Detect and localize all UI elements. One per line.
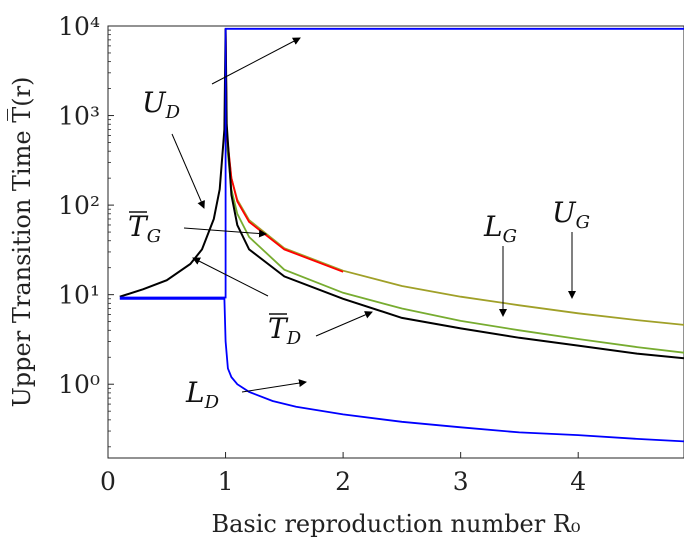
series-line-u-d <box>119 27 684 299</box>
y-axis-label: Upper Transition Time T̅(r) <box>8 77 36 408</box>
annotation-arrow <box>171 133 205 209</box>
annotation-arrow <box>183 227 267 238</box>
annotation-arrow <box>241 379 307 393</box>
annotation-u-g: UG <box>552 196 590 233</box>
annotation-l-d: LD <box>185 376 220 413</box>
annotation-u-d: UD <box>142 86 181 123</box>
y-tick-label: 10⁰ <box>58 370 100 399</box>
annotation-arrow <box>315 311 373 337</box>
x-tick-label: 0 <box>100 467 116 496</box>
x-tick-label: 2 <box>335 467 351 496</box>
annotation-l-g: LG <box>483 210 517 247</box>
y-tick-label: 10⁴ <box>58 12 100 41</box>
annotation-t-g: TG <box>128 210 161 247</box>
x-tick-label: 1 <box>218 467 234 496</box>
x-axis-label: Basic reproduction number R₀ <box>211 510 580 538</box>
plot-frame <box>107 25 684 459</box>
x-tick-label: 3 <box>453 467 469 496</box>
annotation-arrow <box>211 37 301 85</box>
x-tick-label: 4 <box>570 467 586 496</box>
series-line-l-g <box>224 28 684 354</box>
annotation-arrow <box>192 257 269 297</box>
series-line-l-d <box>119 297 684 443</box>
y-tick-label: 10¹ <box>58 281 100 310</box>
y-tick-label: 10³ <box>58 102 100 131</box>
y-tick-label: 10² <box>58 191 100 220</box>
annotation-t-d: TD <box>268 312 302 349</box>
